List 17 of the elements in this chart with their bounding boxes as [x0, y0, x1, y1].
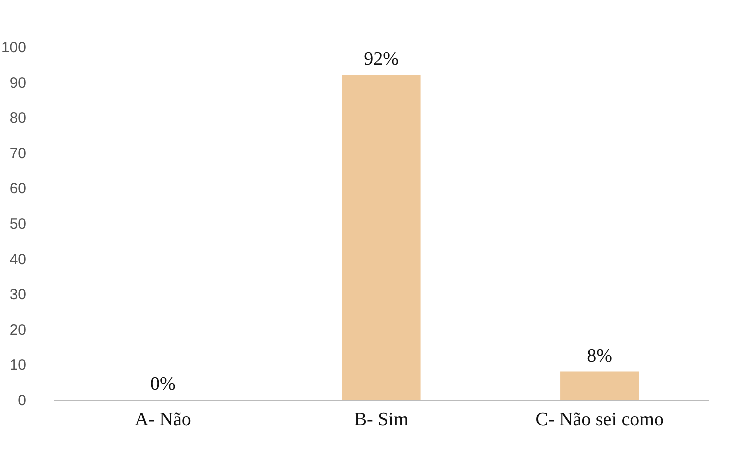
y-tick-label: 100: [1, 40, 26, 56]
y-tick-label: 20: [10, 322, 26, 339]
y-tick-label: 80: [10, 110, 26, 128]
y-tick-label: 30: [10, 286, 26, 304]
y-tick-label: 0: [18, 392, 26, 410]
y-tick-label: 10: [10, 357, 26, 374]
data-label: 0%: [150, 374, 176, 395]
data-label: 92%: [364, 49, 400, 70]
x-tick-label: C- Não sei como: [536, 410, 664, 430]
y-tick-label: 90: [10, 74, 26, 92]
y-tick-label: 50: [10, 216, 26, 233]
y-tick-label: 60: [10, 180, 26, 198]
x-tick-label: A- Não: [134, 410, 192, 430]
x-tick-label: B- Sim: [354, 410, 409, 430]
y-tick-label: 40: [10, 251, 26, 268]
y-tick-label: 70: [10, 145, 26, 162]
data-label: 8%: [587, 346, 613, 367]
